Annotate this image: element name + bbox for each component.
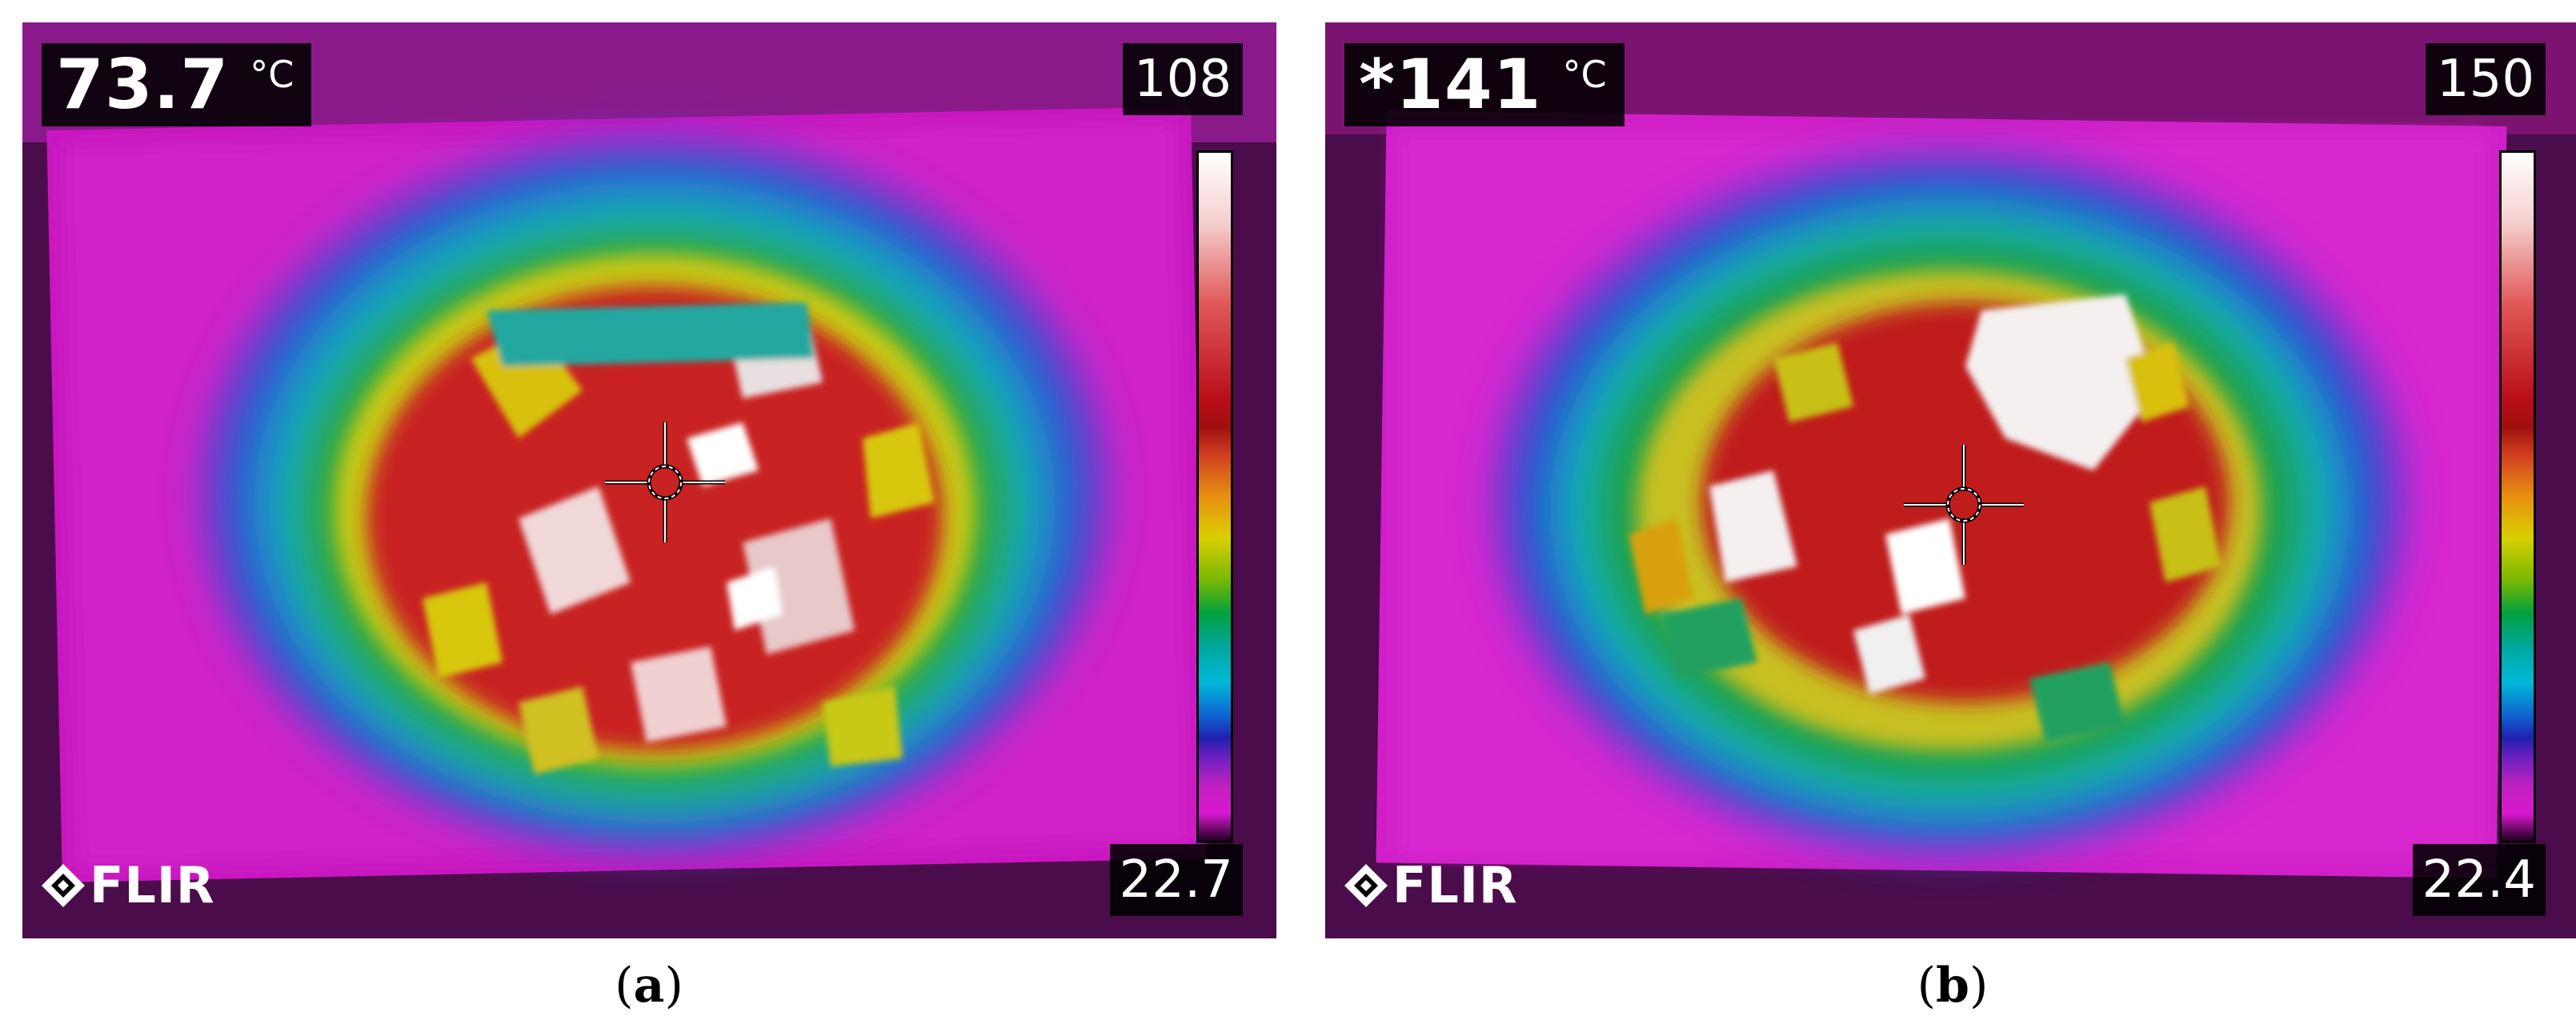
thermal-scene-a — [22, 22, 1276, 938]
caption-open-paren: ( — [1917, 958, 1937, 1014]
flir-diamond-icon — [42, 863, 85, 907]
caption-close-paren: ) — [664, 958, 683, 1014]
flir-diamond-icon — [1344, 863, 1388, 907]
spot-temperature-readout: *141 °C — [1344, 43, 1625, 126]
caption-close-paren: ) — [1969, 958, 1989, 1014]
thermal-image-a: 73.7 °C 108 22.7 FLIR — [22, 22, 1276, 938]
crosshair-icon — [605, 422, 725, 542]
temperature-unit: °C — [250, 53, 294, 96]
spot-temperature-value: 73.7 — [56, 45, 230, 125]
scale-max-value: 108 — [1123, 43, 1243, 115]
thermal-scene-b — [1325, 22, 2576, 938]
flir-logo: FLIR — [1343, 856, 1518, 914]
crosshair-icon — [1904, 445, 2024, 565]
caption-a: (a) — [569, 954, 729, 1018]
flir-logo-text: FLIR — [90, 856, 215, 914]
thermal-image-b: *141 °C 150 22.4 FLIR — [1325, 22, 2576, 938]
flir-logo-text: FLIR — [1392, 856, 1518, 914]
temperature-colorbar — [2499, 150, 2536, 843]
spot-temperature-value: *141 — [1359, 45, 1542, 125]
temperature-unit: °C — [1562, 53, 1607, 96]
flir-logo: FLIR — [40, 856, 215, 914]
scale-min-value: 22.4 — [2412, 844, 2546, 916]
caption-letter: b — [1936, 958, 1969, 1014]
caption-letter: a — [633, 958, 665, 1014]
caption-open-paren: ( — [615, 958, 634, 1014]
temperature-colorbar — [1196, 150, 1233, 843]
scale-min-value: 22.7 — [1109, 844, 1243, 916]
scale-max-value: 150 — [2426, 43, 2546, 115]
spot-temperature-readout: 73.7 °C — [42, 43, 312, 126]
caption-b: (b) — [1873, 954, 2033, 1018]
